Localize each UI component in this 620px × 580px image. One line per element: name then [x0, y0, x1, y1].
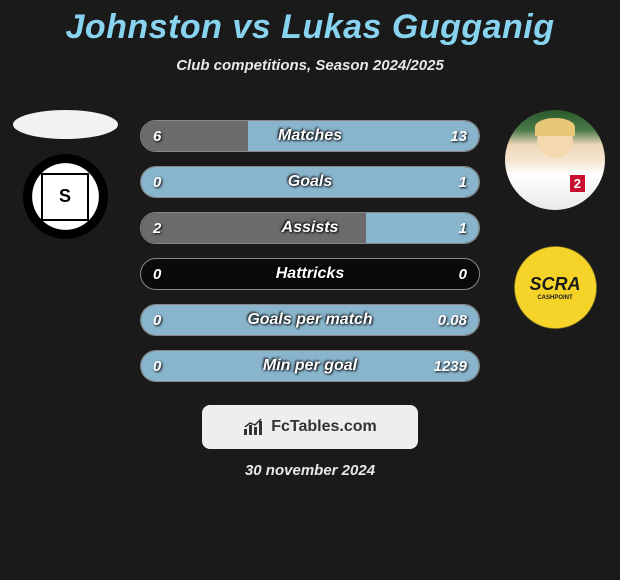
stat-label: Goals: [141, 167, 479, 197]
stat-value-right: 1: [459, 167, 467, 197]
stat-label: Hattricks: [141, 259, 479, 289]
left-club-badge: S: [23, 154, 108, 239]
left-club-badge-letter: S: [41, 173, 89, 221]
stat-row: 2Assists1: [140, 212, 480, 244]
comparison-subtitle: Club competitions, Season 2024/2025: [0, 57, 620, 74]
stat-row: 0Goals1: [140, 166, 480, 198]
stat-label: Matches: [141, 121, 479, 151]
right-player-column: 2 SCRA CASHPOINT: [500, 110, 610, 335]
stats-container: 6Matches130Goals12Assists10Hattricks00Go…: [140, 120, 480, 396]
right-club-badge-sub: CASHPOINT: [537, 295, 572, 301]
stat-row: 6Matches13: [140, 120, 480, 152]
right-club-badge: SCRA CASHPOINT: [508, 240, 603, 335]
footer-brand-box: FcTables.com: [202, 405, 418, 449]
comparison-title: Johnston vs Lukas Gugganig: [0, 0, 620, 47]
left-player-photo-placeholder: [13, 110, 118, 139]
stat-value-right: 0.08: [438, 305, 467, 335]
stat-row: 0Goals per match0.08: [140, 304, 480, 336]
right-player-photo: 2: [505, 110, 605, 210]
stat-value-right: 1: [459, 213, 467, 243]
chart-icon: [243, 418, 265, 436]
stat-row: 0Hattricks0: [140, 258, 480, 290]
stat-row: 0Min per goal1239: [140, 350, 480, 382]
stat-value-right: 1239: [434, 351, 467, 381]
stat-value-right: 13: [450, 121, 467, 151]
stat-label: Goals per match: [141, 305, 479, 335]
footer-brand-text: FcTables.com: [271, 418, 377, 436]
stat-label: Assists: [141, 213, 479, 243]
left-player-column: S: [10, 110, 120, 239]
stat-value-right: 0: [459, 259, 467, 289]
right-player-number: 2: [570, 175, 585, 192]
stat-label: Min per goal: [141, 351, 479, 381]
right-club-badge-text: SCRA: [529, 274, 580, 295]
comparison-date: 30 november 2024: [0, 462, 620, 479]
